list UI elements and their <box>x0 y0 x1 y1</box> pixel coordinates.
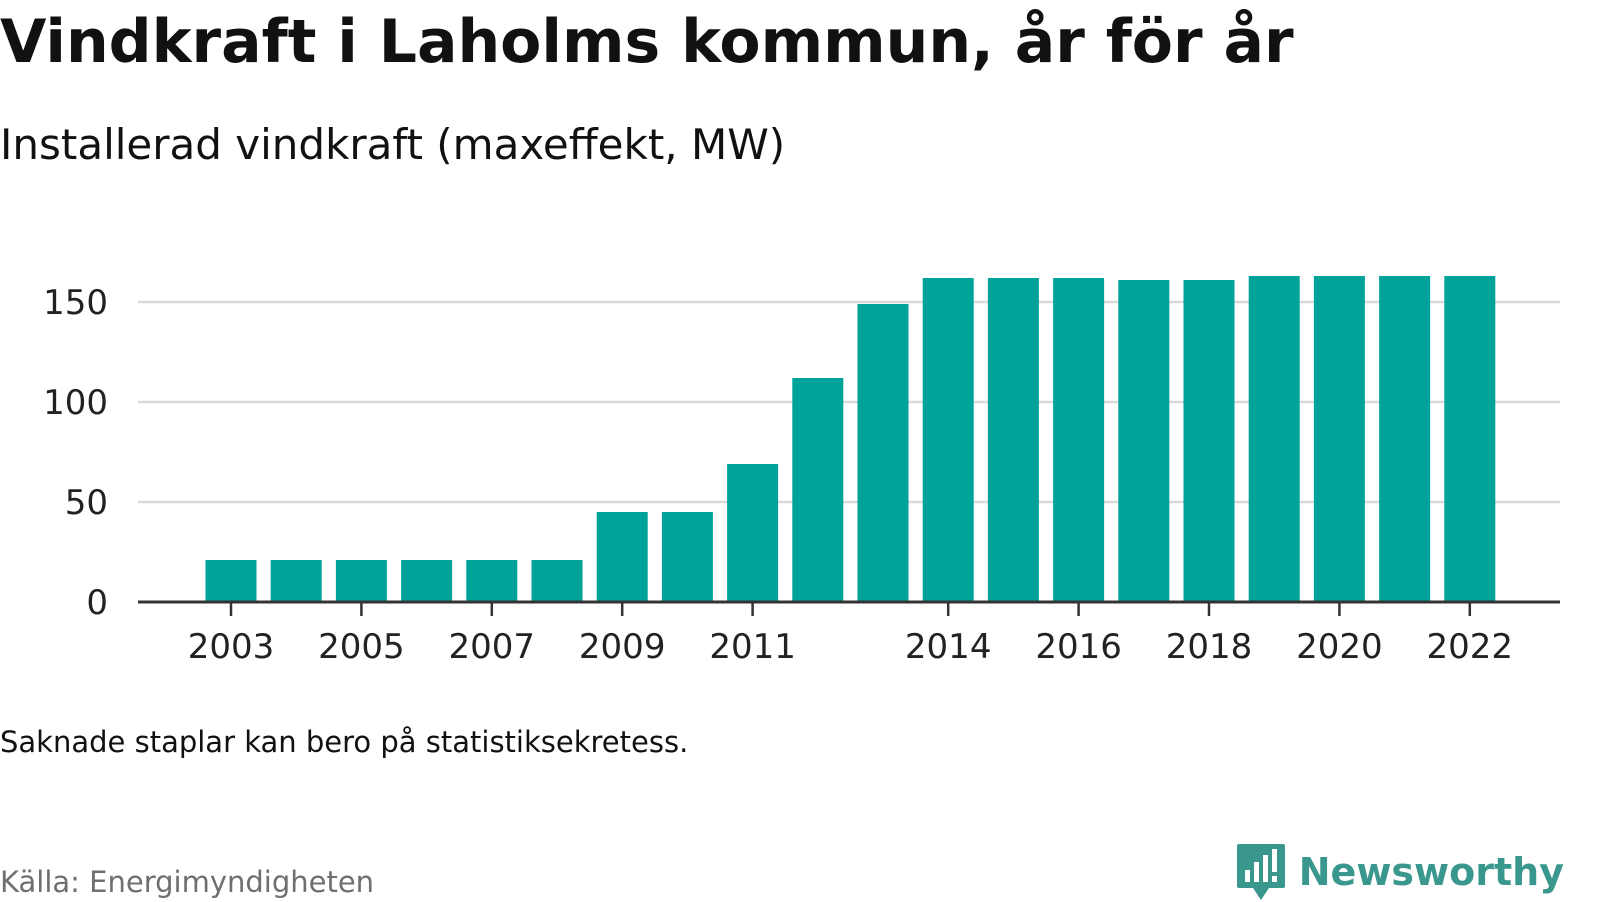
x-tick-label: 2003 <box>188 627 275 667</box>
y-tick-label: 50 <box>65 483 108 523</box>
bar-2022 <box>1444 276 1496 602</box>
chart-title: Vindkraft i Laholms kommun, år för år <box>0 7 1294 77</box>
newsworthy-logo-icon <box>1236 844 1285 900</box>
bar-2012 <box>792 378 844 602</box>
bar-2014 <box>922 278 974 602</box>
brand-name: Newsworthy <box>1298 850 1564 894</box>
x-tick-label: 2009 <box>579 627 666 667</box>
x-tick-label: 2005 <box>318 627 405 667</box>
y-tick-label: 100 <box>43 383 108 423</box>
chart-source: Källa: Energimyndigheten <box>0 865 375 899</box>
x-tick-label: 2007 <box>449 627 536 667</box>
bar-2019 <box>1248 276 1300 602</box>
y-tick-label: 150 <box>43 283 108 323</box>
x-tick-label: 2014 <box>905 627 992 667</box>
bar-2006 <box>401 560 453 602</box>
brand-logo-group: Newsworthy <box>1235 842 1564 902</box>
bar-2003 <box>205 560 257 602</box>
bar-2007 <box>466 560 518 602</box>
bar-2018 <box>1183 280 1235 602</box>
x-tick-label: 2022 <box>1427 627 1514 667</box>
y-tick-label: 0 <box>86 583 108 623</box>
bar-2016 <box>1053 278 1105 602</box>
bar-2017 <box>1118 280 1170 602</box>
x-tick-label: 2020 <box>1296 627 1383 667</box>
bar-2021 <box>1379 276 1431 602</box>
x-tick-label: 2016 <box>1035 627 1122 667</box>
x-tick-label: 2018 <box>1166 627 1253 667</box>
bar-2010 <box>661 512 713 602</box>
bar-2009 <box>596 512 648 602</box>
bar-2013 <box>857 304 909 602</box>
bar-2011 <box>727 464 779 602</box>
chart-note: Saknade staplar kan bero på statistiksek… <box>0 725 689 759</box>
bar-2005 <box>335 560 387 602</box>
bar-chart: 0 50 100 150 2003 2005 2007 2009 2011 2014 2016 201… <box>43 276 1560 667</box>
bar-2020 <box>1313 276 1365 602</box>
x-tick-label: 2011 <box>709 627 796 667</box>
chart-subtitle: Installerad vindkraft (maxeffekt, MW) <box>0 120 786 169</box>
bar-2015 <box>987 278 1039 602</box>
bar-2008 <box>531 560 583 602</box>
bar-2004 <box>270 560 322 602</box>
